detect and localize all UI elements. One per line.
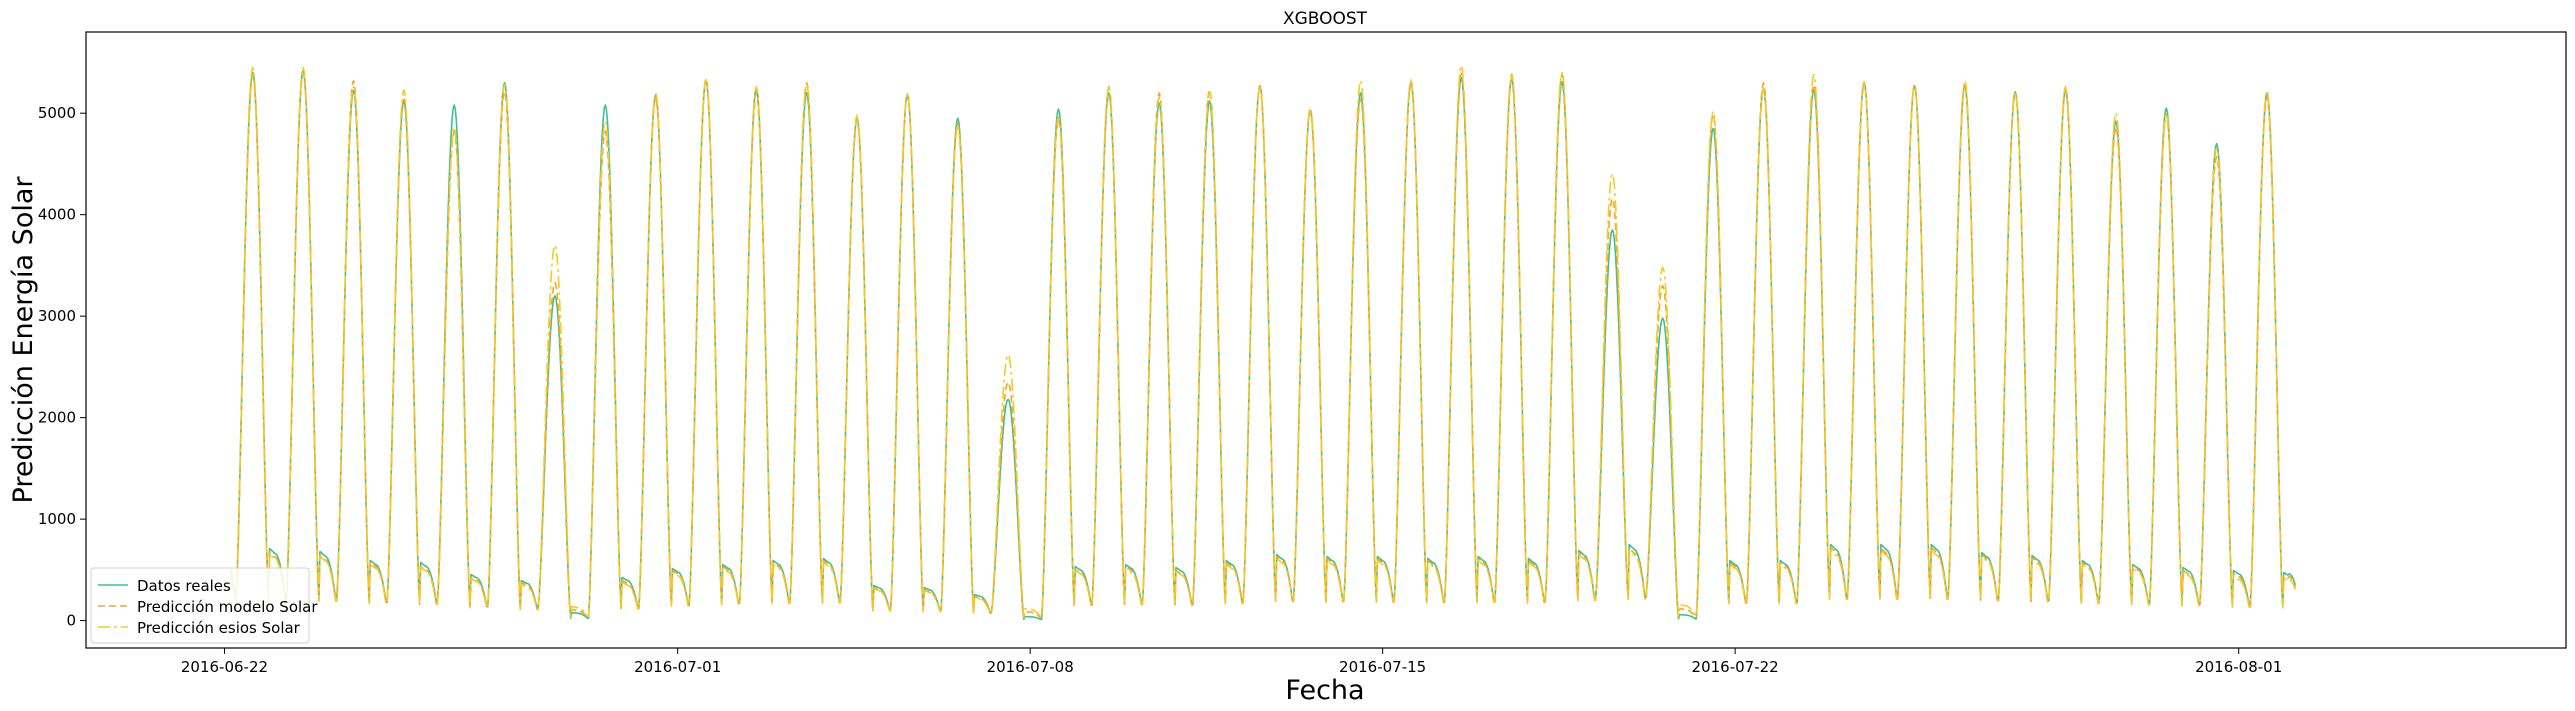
y-tick-label: 4000 bbox=[38, 206, 76, 224]
legend: Datos reales Predicción modelo Solar Pre… bbox=[90, 567, 318, 644]
y-axis-title: Predicción Energía Solar bbox=[8, 176, 39, 504]
plot-area bbox=[229, 64, 2297, 621]
y-axis: 0 1000 2000 3000 4000 5000 bbox=[38, 104, 86, 630]
legend-label-datos-reales: Datos reales bbox=[137, 577, 231, 595]
x-tick-label: 2016-06-22 bbox=[181, 658, 268, 676]
x-tick-label: 2016-07-22 bbox=[1692, 658, 1779, 676]
chart-title: XGBOOST bbox=[1283, 9, 1368, 29]
x-tick-label: 2016-08-01 bbox=[2195, 658, 2282, 676]
legend-label-prediccion-modelo: Predicción modelo Solar bbox=[137, 598, 318, 616]
series-line-2 bbox=[229, 64, 2297, 618]
x-axis: 2016-06-22 2016-07-01 2016-07-08 2016-07-15… bbox=[181, 648, 2282, 676]
x-tick-label: 2016-07-08 bbox=[987, 658, 1074, 676]
y-tick-label: 0 bbox=[66, 612, 76, 630]
y-tick-label: 2000 bbox=[38, 409, 76, 427]
legend-label-prediccion-esios: Predicción esios Solar bbox=[137, 619, 301, 637]
x-axis-title: Fecha bbox=[1285, 675, 1364, 706]
x-tick-label: 2016-07-01 bbox=[634, 658, 721, 676]
legend-box bbox=[90, 567, 310, 644]
y-tick-label: 3000 bbox=[38, 307, 76, 325]
y-tick-label: 1000 bbox=[38, 510, 76, 528]
y-tick-label: 5000 bbox=[38, 104, 76, 122]
plot-frame bbox=[85, 31, 2567, 649]
x-tick-label: 2016-07-15 bbox=[1339, 658, 1426, 676]
